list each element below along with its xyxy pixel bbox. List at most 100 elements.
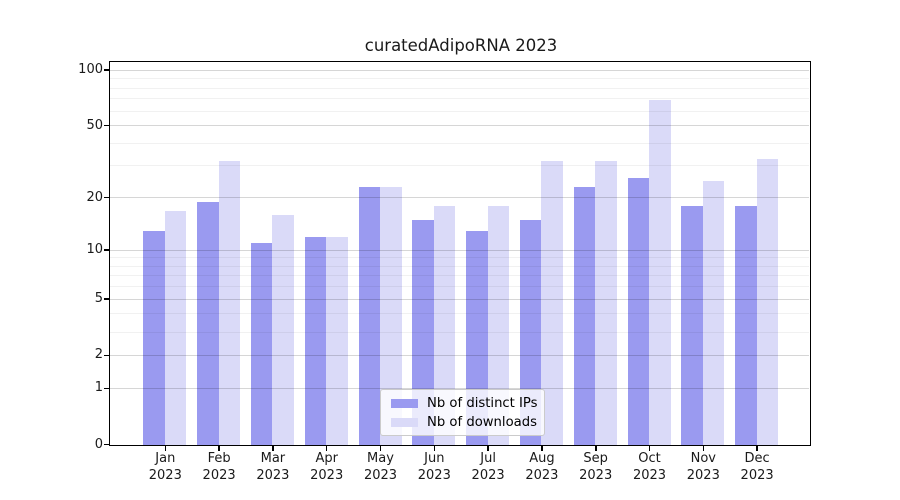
x-tick-year: 2023: [202, 467, 236, 483]
x-tick-year: 2023: [148, 467, 182, 483]
bar-distinct-ips-may: [358, 187, 380, 445]
x-tick-label-may: May 2023: [351, 451, 411, 484]
x-tick-month: Mar: [260, 451, 286, 466]
y-tick-mark-0: [104, 443, 109, 446]
legend-label-distinct-ips: Nb of distinct IPs: [427, 395, 538, 411]
major-gridline-5: [110, 298, 809, 300]
x-tick-label-jul: Jul 2023: [458, 451, 518, 484]
bar-distinct-ips-oct: [627, 177, 649, 445]
bar-downloads-sep: [595, 161, 617, 445]
x-tick-year: 2023: [256, 467, 290, 483]
legend-entry-distinct-ips: Nb of distinct IPs: [391, 396, 544, 411]
bar-downloads-oct: [649, 100, 671, 445]
bar-downloads-dec: [756, 158, 779, 445]
x-tick-label-apr: Apr 2023: [297, 451, 357, 484]
bar-distinct-ips-feb: [197, 202, 219, 445]
y-tick-mark-1: [104, 387, 109, 389]
x-tick-year: 2023: [686, 467, 720, 483]
minor-gridline-80: [110, 87, 809, 89]
x-tick-month: May: [367, 451, 394, 466]
bar-distinct-ips-apr: [304, 236, 327, 445]
x-tick-month: Oct: [638, 451, 661, 466]
minor-gridline-30: [110, 165, 809, 167]
x-tick-year: 2023: [525, 467, 559, 483]
x-tick-year: 2023: [579, 467, 613, 483]
x-tick-year: 2023: [471, 467, 505, 483]
minor-gridline-3: [110, 331, 809, 333]
x-tick-month: Feb: [207, 451, 231, 466]
major-gridline-20: [110, 197, 809, 198]
major-gridline-100: [110, 69, 809, 71]
minor-gridline-40: [110, 142, 809, 144]
x-tick-mark-sep: [595, 446, 597, 451]
x-tick-month: Aug: [529, 451, 555, 466]
y-tick-label-2: 2: [94, 347, 103, 363]
y-tick-mark-20: [104, 196, 109, 199]
y-tick-label-50: 50: [86, 117, 103, 133]
bar-distinct-ips-jun: [412, 220, 434, 445]
x-tick-label-mar: Mar 2023: [243, 451, 303, 484]
x-tick-month: Jan: [155, 451, 176, 466]
bar-downloads-jan: [164, 210, 187, 445]
legend-entry-downloads: Nb of downloads: [391, 415, 544, 430]
bar-downloads-feb: [218, 161, 241, 445]
y-tick-mark-2: [104, 354, 109, 357]
bar-downloads-apr: [326, 236, 348, 445]
legend-swatch-downloads: [391, 417, 418, 427]
major-gridline-50: [110, 125, 809, 126]
y-tick-mark-50: [104, 124, 109, 127]
x-tick-label-jan: Jan 2023: [135, 451, 195, 484]
legend-label-downloads: Nb of downloads: [427, 414, 537, 430]
minor-gridline-90: [110, 78, 809, 80]
x-tick-label-sep: Sep 2023: [566, 451, 626, 484]
bar-distinct-ips-mar: [250, 243, 273, 445]
legend: Nb of distinct IPs Nb of downloads: [380, 389, 545, 436]
x-tick-month: Jun: [424, 451, 445, 466]
y-tick-label-10: 10: [86, 242, 103, 257]
x-tick-year: 2023: [417, 467, 451, 483]
bar-distinct-ips-dec: [735, 206, 757, 445]
minor-gridline-4: [110, 313, 809, 315]
y-tick-mark-100: [104, 69, 109, 71]
y-tick-label-1: 1: [94, 380, 103, 396]
x-tick-mark-oct: [648, 446, 651, 451]
y-tick-mark-5: [104, 298, 109, 300]
minor-gridline-7: [110, 275, 809, 277]
major-gridline-10: [110, 249, 809, 251]
x-tick-mark-may: [379, 446, 382, 451]
minor-gridline-9: [110, 257, 809, 259]
bar-distinct-ips-aug: [519, 220, 542, 445]
y-tick-label-0: 0: [94, 436, 103, 452]
x-tick-mark-aug: [541, 446, 543, 451]
bar-downloads-jun: [433, 206, 456, 445]
x-tick-year: 2023: [632, 467, 667, 483]
minor-gridline-70: [110, 98, 809, 100]
x-tick-year: 2023: [310, 467, 344, 483]
x-tick-label-feb: Feb 2023: [189, 451, 249, 484]
y-tick-mark-10: [104, 249, 109, 251]
plot-area: [109, 61, 811, 446]
minor-gridline-60: [110, 110, 809, 112]
x-tick-month: Sep: [583, 451, 608, 466]
x-tick-mark-mar: [272, 446, 274, 451]
minor-gridline-8: [110, 265, 809, 267]
x-tick-mark-apr: [325, 446, 328, 451]
bar-downloads-aug: [541, 161, 563, 445]
x-tick-label-oct: Oct 2023: [620, 451, 680, 484]
x-tick-month: Dec: [744, 451, 770, 466]
y-tick-label-100: 100: [78, 62, 103, 78]
x-tick-mark-feb: [218, 446, 220, 451]
bar-distinct-ips-jan: [143, 230, 165, 445]
x-tick-label-nov: Nov 2023: [673, 451, 733, 484]
bar-distinct-ips-sep: [573, 187, 596, 445]
x-tick-label-aug: Aug 2023: [512, 451, 572, 484]
x-tick-month: Nov: [690, 451, 716, 466]
x-tick-label-dec: Dec 2023: [727, 451, 787, 484]
bar-distinct-ips-nov: [681, 206, 703, 445]
chart-title: curatedAdipoRNA 2023: [364, 36, 558, 55]
bar-downloads-jul: [487, 206, 510, 445]
x-tick-mark-jun: [433, 446, 436, 451]
major-gridline-1: [110, 387, 809, 389]
x-tick-mark-dec: [756, 446, 758, 451]
